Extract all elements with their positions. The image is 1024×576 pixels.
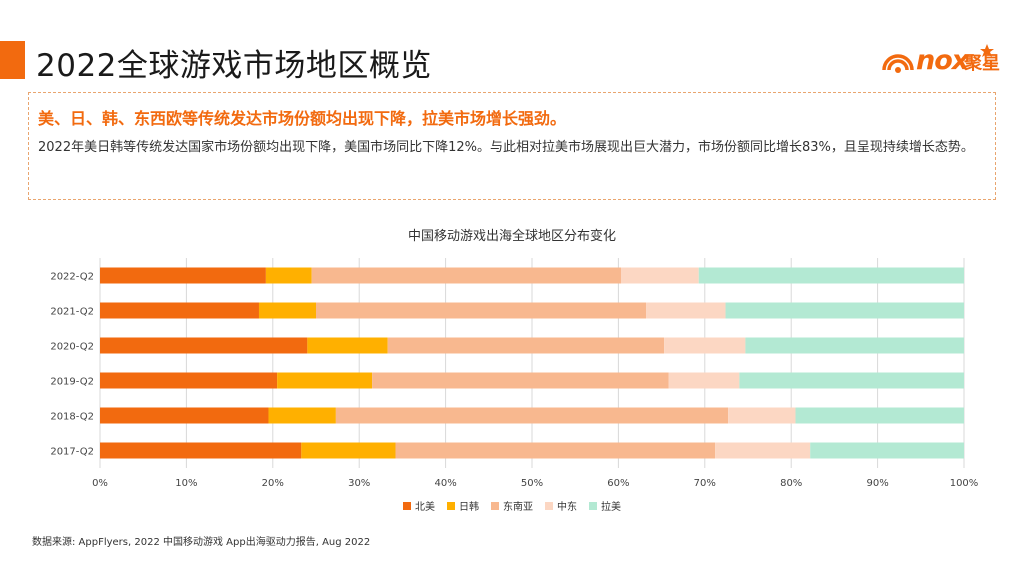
y-category-label: 2022-Q2 [50,272,94,283]
data-source-note: 数据来源: AppFlyers, 2022 中国移动游戏 App出海驱动力报告,… [32,537,371,548]
logo-wordmark: nox [916,45,969,76]
legend-label: 北美 [415,502,435,513]
bar-segment-2020-Q2-东南亚 [387,337,665,354]
bar-segment-2022-Q2-北美 [100,267,266,284]
summary-box: 美、日、韩、东西欧等传统发达市场份额均出现下降，拉美市场增长强劲。 2022年美… [28,92,996,200]
bar-segment-2017-Q2-日韩 [301,442,396,459]
chart-legend: 北美 日韩 东南亚 中东 拉美 [0,498,1024,513]
bar-segment-2021-Q2-北美 [100,302,259,319]
legend-swatch [545,501,553,510]
x-tick-label: 70% [694,478,716,489]
x-tick-label: 0% [92,478,108,489]
bar-segment-2017-Q2-东南亚 [395,442,716,459]
bar-segment-2021-Q2-中东 [646,302,726,319]
legend-item: 东南亚 [491,498,533,513]
bar-segment-2018-Q2-日韩 [268,407,336,424]
legend-swatch [403,501,411,510]
x-tick-label: 50% [521,478,543,489]
y-category-label: 2018-Q2 [50,412,94,423]
x-tick-label: 90% [866,478,888,489]
bar-segment-2019-Q2-北美 [100,372,278,389]
bar-segment-2017-Q2-中东 [715,442,811,459]
x-tick-label: 60% [607,478,629,489]
y-category-label: 2017-Q2 [50,447,94,458]
y-category-label: 2019-Q2 [50,377,94,388]
page-title: 2022全球游戏市场地区概览 [36,48,432,84]
bar-segment-2021-Q2-东南亚 [316,302,647,319]
bar-segment-2020-Q2-北美 [100,337,308,354]
bar-segment-2021-Q2-日韩 [258,302,316,319]
legend-swatch [491,501,499,510]
bar-segment-2017-Q2-北美 [100,442,302,459]
bar-segment-2018-Q2-东南亚 [335,407,729,424]
summary-headline: 美、日、韩、东西欧等传统发达市场份额均出现下降，拉美市场增长强劲。 [38,109,567,128]
bar-segment-2017-Q2-拉美 [810,442,964,459]
legend-label: 拉美 [601,502,621,513]
bar-segment-2020-Q2-日韩 [307,337,388,354]
legend-swatch [589,501,597,510]
title-accent-bar [0,41,25,79]
legend-label: 中东 [557,502,577,513]
x-tick-label: 100% [950,478,979,489]
bar-segment-2019-Q2-日韩 [277,372,373,389]
bar-segment-2018-Q2-拉美 [795,407,964,424]
y-category-label: 2020-Q2 [50,342,94,353]
bar-segment-2019-Q2-拉美 [739,372,964,389]
legend-item: 日韩 [447,498,479,513]
legend-item: 北美 [403,498,435,513]
bar-segment-2018-Q2-中东 [728,407,796,424]
bar-segment-2022-Q2-东南亚 [311,267,621,284]
legend-label: 东南亚 [503,502,533,513]
y-category-label: 2021-Q2 [50,307,94,318]
logo-chinese-name: 聚星 [964,53,1000,74]
chart-title: 中国移动游戏出海全球地区分布变化 [407,229,616,244]
legend-label: 日韩 [459,502,479,513]
x-tick-label: 10% [175,478,197,489]
legend-swatch [447,501,455,510]
bar-segment-2019-Q2-东南亚 [372,372,669,389]
x-tick-label: 20% [262,478,284,489]
legend-item: 中东 [545,498,577,513]
bar-segment-2019-Q2-中东 [668,372,740,389]
bar-segment-2018-Q2-北美 [100,407,269,424]
bar-segment-2022-Q2-拉美 [698,267,964,284]
bar-segment-2022-Q2-中东 [620,267,699,284]
bar-segment-2022-Q2-日韩 [265,267,312,284]
bar-segment-2021-Q2-拉美 [725,302,964,319]
legend-item: 拉美 [589,498,621,513]
x-tick-label: 40% [434,478,456,489]
bar-segment-2020-Q2-中东 [664,337,746,354]
logo-signal-icon [882,44,994,73]
bar-segment-2020-Q2-拉美 [745,337,964,354]
x-tick-label: 30% [348,478,370,489]
summary-body: 2022年美日韩等传统发达国家市场份额均出现下降，美国市场同比下降12%。与此相… [38,140,974,155]
x-tick-label: 80% [780,478,802,489]
